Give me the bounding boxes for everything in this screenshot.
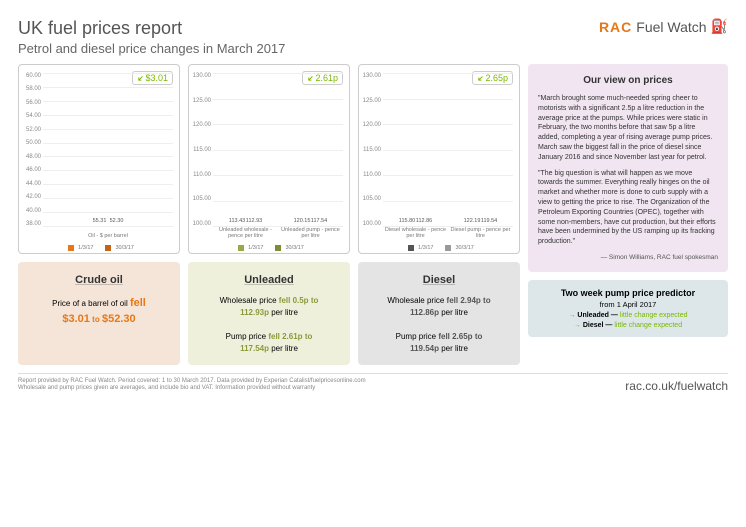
bar-value-label: 112.93 <box>246 218 262 224</box>
card-text: Wholesale price fell 2.94p to 112.86p pe… <box>366 295 512 355</box>
cards-row: Crude oil Price of a barrel of oil fell … <box>18 262 520 365</box>
arrow-right-icon: → <box>574 322 581 329</box>
page-title: UK fuel prices report <box>18 18 285 39</box>
unleaded-card: Unleaded Wholesale price fell 0.5p to 11… <box>188 262 350 365</box>
card-text: Wholesale price fell 0.5p to 112.93p per… <box>196 295 342 355</box>
footer-text: Report provided by RAC Fuel Watch. Perio… <box>18 378 366 394</box>
chart-area: 115.80112.86 122.19119.54 <box>383 73 513 227</box>
pump-icon: ⛽ <box>711 18 728 35</box>
bar-value-label: 112.86 <box>416 218 432 224</box>
card-title: Unleaded <box>196 272 342 289</box>
main-content: ➔ $3.0160.0058.0056.0054.0052.0050.0048.… <box>18 64 728 365</box>
chart-area: 55.3152.30 <box>43 73 173 227</box>
bar-value-label: 117.54 <box>311 218 327 224</box>
diesel-chart: ➔ 2.65p130.00125.00120.00115.00110.00105… <box>358 64 520 254</box>
page-subtitle: Petrol and diesel price changes in March… <box>18 41 285 56</box>
logo-fuelwatch-text: Fuel Watch <box>636 19 706 35</box>
header: UK fuel prices report Petrol and diesel … <box>18 18 728 56</box>
y-axis-labels: 130.00125.00120.00115.00110.00105.00100.… <box>361 73 381 227</box>
predictor-title: Two week pump price predictor <box>536 288 720 298</box>
view-title: Our view on prices <box>538 74 718 88</box>
unleaded-chart: ➔ 2.61p130.00125.00120.00115.00110.00105… <box>188 64 350 254</box>
bar-value-label: 119.54 <box>481 218 497 224</box>
arrow-right-icon: → <box>568 312 575 319</box>
x-axis-labels: Unleaded wholesale - pence per litreUnle… <box>213 227 343 239</box>
charts-row: ➔ $3.0160.0058.0056.0054.0052.0050.0048.… <box>18 64 520 254</box>
chart-legend: 1/3/1730/3/17 <box>19 245 179 251</box>
predictor-box: Two week pump price predictor from 1 Apr… <box>528 280 728 337</box>
y-axis-labels: 60.0058.0056.0054.0052.0050.0048.0046.00… <box>21 73 41 227</box>
diesel-card: Diesel Wholesale price fell 2.94p to 112… <box>358 262 520 365</box>
predictor-sub: from 1 April 2017 <box>536 300 720 309</box>
predictor-unleaded: → Unleaded — little change expected <box>536 312 720 319</box>
x-axis-labels: Oil - $ per barrel <box>43 233 173 239</box>
view-attribution: — Simon Williams, RAC fuel spokesman <box>538 253 718 262</box>
crude-oil-card: Crude oil Price of a barrel of oil fell … <box>18 262 180 365</box>
bar-value-label: 120.15 <box>294 218 311 224</box>
chart-legend: 1/3/1730/3/17 <box>189 245 349 251</box>
chart-legend: 1/3/1730/3/17 <box>359 245 519 251</box>
logo: RAC Fuel Watch ⛽ <box>599 18 728 35</box>
card-title: Crude oil <box>26 272 172 289</box>
view-para-1: "March brought some much-needed spring c… <box>538 94 718 163</box>
view-on-prices: Our view on prices "March brought some m… <box>528 64 728 272</box>
bar-value-label: 52.30 <box>110 218 124 224</box>
oil-chart: ➔ $3.0160.0058.0056.0054.0052.0050.0048.… <box>18 64 180 254</box>
bar-value-label: 113.43 <box>229 218 245 224</box>
right-column: Our view on prices "March brought some m… <box>528 64 728 365</box>
bar-value-label: 115.80 <box>399 218 415 224</box>
predictor-diesel: → Diesel — little change expected <box>536 322 720 329</box>
footer-url: rac.co.uk/fuelwatch <box>625 379 728 393</box>
bar-value-label: 122.19 <box>464 218 481 224</box>
bar-value-label: 55.31 <box>93 218 107 224</box>
left-column: ➔ $3.0160.0058.0056.0054.0052.0050.0048.… <box>18 64 520 365</box>
chart-area: 113.43112.93 120.15117.54 <box>213 73 343 227</box>
x-axis-labels: Diesel wholesale - pence per litreDiesel… <box>383 227 513 239</box>
y-axis-labels: 130.00125.00120.00115.00110.00105.00100.… <box>191 73 211 227</box>
view-para-2: "The big question is what will happen as… <box>538 169 718 247</box>
logo-rac-text: RAC <box>599 19 632 35</box>
card-text: Price of a barrel of oil fell $3.01 to $… <box>26 295 172 328</box>
footer: Report provided by RAC Fuel Watch. Perio… <box>18 373 728 394</box>
card-title: Diesel <box>366 272 512 289</box>
